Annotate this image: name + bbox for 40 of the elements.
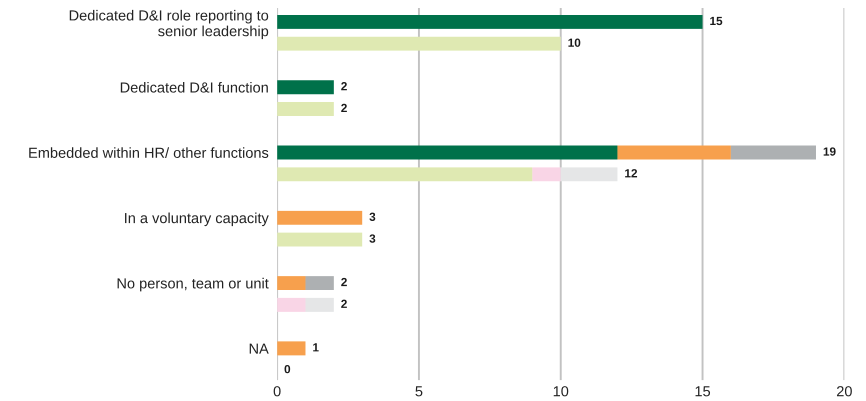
total-label: 3 [369,212,376,221]
total-label: 2 [341,82,347,90]
y-tick-label: Dedicated D&I role reporting to senior leadership [70,10,268,40]
bar [532,167,561,182]
x-tick-label: 15 [696,386,710,396]
bar [277,210,362,225]
bar [305,276,334,290]
bar [277,276,306,290]
x-tick-label: 5 [415,386,422,396]
total-label: 2 [341,104,347,112]
total-label: 2 [341,278,347,286]
bar [730,146,816,160]
x-tick-label: 0 [274,386,281,396]
x-tick-label: 10 [554,386,568,396]
total-label: 10 [568,38,580,47]
bar [277,146,618,160]
total-label: 1 [313,343,319,352]
bar [277,102,334,116]
text: 0 [284,364,290,374]
total-label: 3 [369,234,376,243]
total-label: 2 [341,300,347,308]
y-tick-label: Embedded within HR/ other functions [29,147,268,158]
y-tick-label: Dedicated D&I function [120,82,268,93]
bar [277,36,561,51]
y-tick-label: In a voluntary capacity [125,212,269,226]
y-tick-label: NA [250,344,269,354]
bar [277,298,306,312]
bar [277,14,703,29]
bar [277,167,532,182]
bar [277,80,334,94]
y-tick-label: No person, team or unit [118,278,269,292]
total-label: 15 [710,16,722,26]
x-tick-label: 20 [836,386,852,396]
total-label: 19 [824,147,836,156]
bar [305,298,334,312]
total-label: 12 [625,169,638,178]
bar [277,232,362,247]
bar [560,167,618,182]
bar [277,341,306,356]
bar [617,146,731,160]
